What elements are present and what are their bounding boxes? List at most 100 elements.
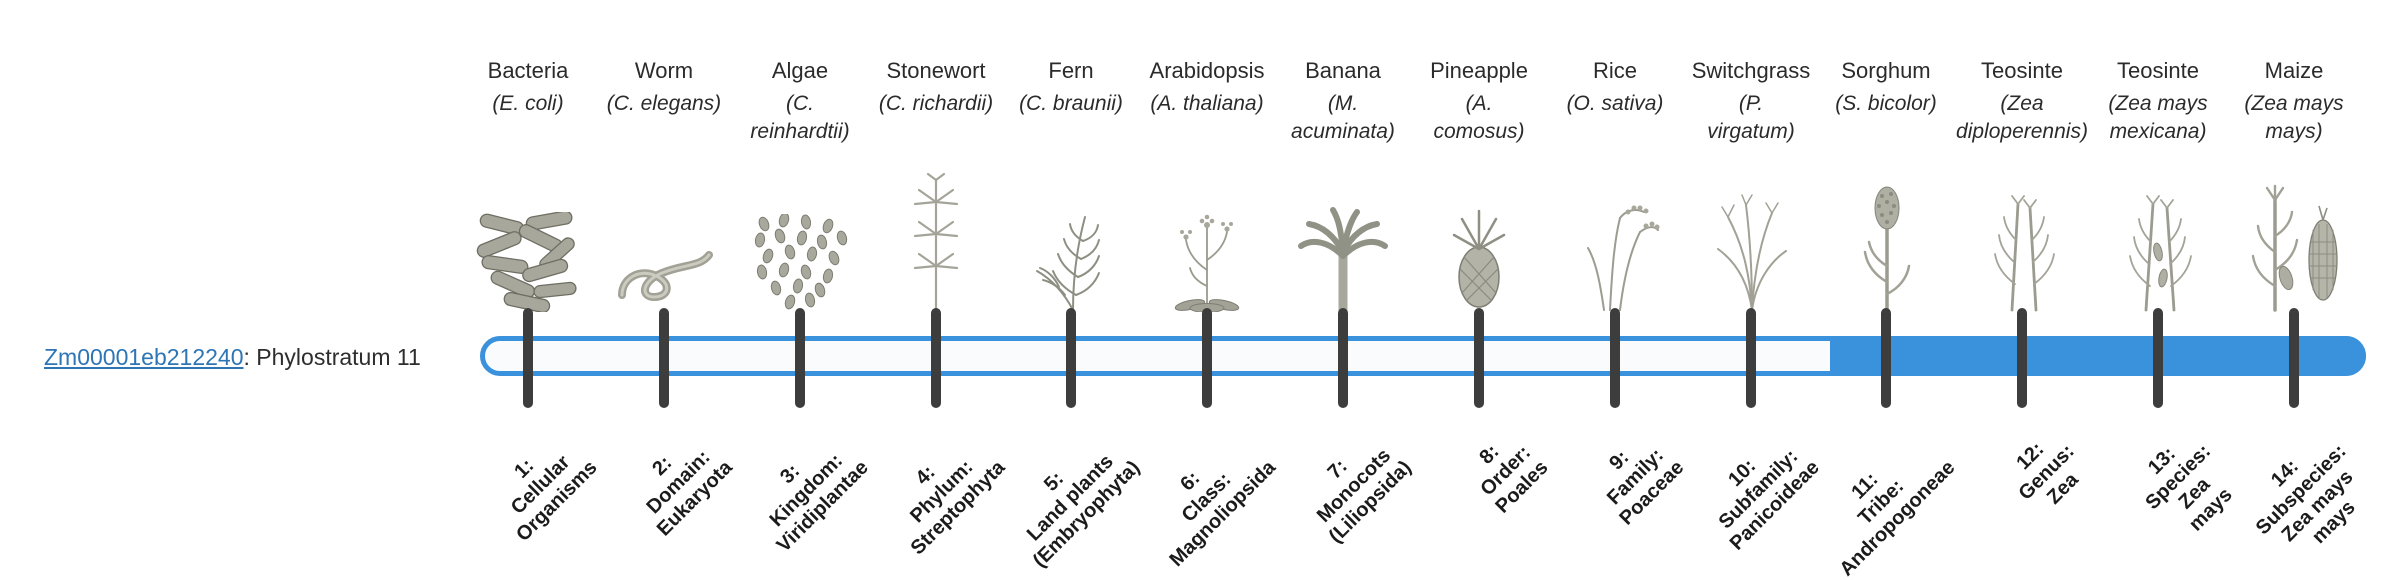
stratum-column-4: Stonewort (C. richardii) xyxy=(846,58,1026,312)
organism-common-name: Banana xyxy=(1305,58,1381,83)
taxon-label-12: 12: Genus: Zea xyxy=(2012,438,2083,509)
organism-scientific-name: (S. bicolor) xyxy=(1835,92,1937,115)
phylostratum-bar-fill xyxy=(1830,336,2366,376)
organism-scientific-name: (C. braunii) xyxy=(1019,92,1123,115)
taxon-label-2: 2: Domain: Eukaryota xyxy=(642,446,738,541)
banana-illustration xyxy=(1297,207,1388,312)
stratum-column-11: Sorghum (S. bicolor) xyxy=(1796,58,1976,312)
teosinte-mexicana-illustration xyxy=(2128,195,2192,312)
taxon-label-13: 13: Species: Zea mays xyxy=(2141,440,2237,536)
organism-art xyxy=(1117,148,1297,312)
stratum-tick-14 xyxy=(2289,308,2299,408)
stratum-column-10: Switchgrass (P. virgatum) xyxy=(1661,58,1841,312)
stratum-column-13: Teosinte (Zea mays mexicana) xyxy=(2068,58,2248,312)
stratum-column-9: Rice (O. sativa) xyxy=(1525,58,1705,312)
organism-common-name: Fern xyxy=(1048,58,1094,83)
stratum-tick-8 xyxy=(1474,308,1484,408)
organism-art xyxy=(2068,148,2248,312)
organism-common-name: Bacteria xyxy=(487,58,569,83)
organism-art xyxy=(1661,148,1841,312)
organism-common-name: Stonewort xyxy=(886,58,986,83)
stratum-column-3: Algae (C. reinhardtii) xyxy=(710,58,890,312)
organism-common-name: Sorghum xyxy=(1841,58,1931,83)
stonewort-illustration xyxy=(913,172,959,312)
stratum-tick-6 xyxy=(1202,308,1212,408)
taxon-label-5: 5: Land plants (Embryophyta) xyxy=(1022,450,1145,572)
bacteria-illustration xyxy=(476,212,577,312)
stratum-column-2: Worm (C. elegans) xyxy=(574,58,754,312)
organism-scientific-name: (C. elegans) xyxy=(606,92,722,115)
stratum-column-6: Arabidopsis (A. thaliana) xyxy=(1117,58,1297,312)
organism-scientific-name: (Zea mays mexicana) xyxy=(2108,92,2208,143)
switchgrass-illustration xyxy=(1716,194,1787,311)
stratum-tick-1 xyxy=(523,308,533,408)
organism-art xyxy=(438,148,618,312)
organism-scientific-name: (Zea diploperennis) xyxy=(1956,92,2088,143)
worm-illustration xyxy=(617,251,713,302)
organism-common-name: Teosinte xyxy=(1981,58,2063,83)
stratum-tick-5 xyxy=(1066,308,1076,408)
fern-illustration xyxy=(1036,216,1100,311)
taxon-label-7: 7: Monocots (Liliopsida) xyxy=(1313,444,1417,548)
maize-illustration xyxy=(2251,184,2338,312)
stratum-tick-3 xyxy=(795,308,805,408)
taxon-label-10: 10: Subfamily: Panicoideae xyxy=(1714,445,1825,555)
organism-common-name: Rice xyxy=(1592,58,1637,83)
organism-common-name: Switchgrass xyxy=(1691,58,1811,83)
organism-scientific-name: (C. richardii) xyxy=(878,92,994,115)
organism-art xyxy=(1525,148,1705,312)
rice-illustration xyxy=(1587,205,1660,311)
organism-art xyxy=(574,148,754,312)
organism-art xyxy=(2204,148,2384,312)
taxon-label-1: 1: Cellular Organisms xyxy=(506,451,602,546)
taxon-label-6: 6: Class: Magnoliopsida xyxy=(1165,456,1281,572)
taxon-label-9: 9: Family: Poaceae xyxy=(1602,444,1689,530)
stratum-tick-10 xyxy=(1746,308,1756,408)
sorghum-illustration xyxy=(1863,186,1910,312)
organism-scientific-name: (E. coli) xyxy=(492,92,564,115)
stratum-column-14: Maize (Zea mays mays) xyxy=(2204,58,2384,312)
algae-illustration xyxy=(754,214,848,310)
organism-art xyxy=(846,148,1026,312)
organism-common-name: Worm xyxy=(634,58,694,83)
gene-id-link[interactable]: Zm00001eb212240 xyxy=(44,344,244,370)
stratum-column-1: Bacteria (E. coli) xyxy=(438,58,618,312)
pineapple-illustration xyxy=(1452,209,1506,308)
organism-scientific-name: (A. comosus) xyxy=(1433,92,1525,143)
organism-art xyxy=(1389,148,1569,312)
organism-art xyxy=(1253,148,1433,312)
stratum-tick-12 xyxy=(2017,308,2027,408)
stratum-column-12: Teosinte (Zea diploperennis) xyxy=(1932,58,2112,312)
taxon-label-3: 3: Kingdom: Viridiplantae xyxy=(765,449,874,557)
organism-art xyxy=(710,148,890,312)
stratum-column-5: Fern (C. braunii) xyxy=(981,58,1161,312)
organism-art xyxy=(981,148,1161,312)
arabidopsis-illustration xyxy=(1174,214,1240,312)
stratum-column-8: Pineapple (A. comosus) xyxy=(1389,58,1569,312)
organism-scientific-name: (Zea mays mays) xyxy=(2244,92,2344,143)
organism-common-name: Arabidopsis xyxy=(1149,58,1265,83)
organism-common-name: Maize xyxy=(2264,58,2324,83)
stratum-tick-2 xyxy=(659,308,669,408)
taxon-label-14: 14: Subspecies: Zea mays mays xyxy=(2251,440,2360,549)
stratum-tick-4 xyxy=(931,308,941,408)
taxon-label-11: 11: Tribe: Andropogoneae xyxy=(1835,456,1960,580)
teosinte-illustration xyxy=(1993,195,2055,312)
stratum-column-7: Banana (M. acuminata) xyxy=(1253,58,1433,312)
organism-scientific-name: (P. virgatum) xyxy=(1707,92,1795,143)
organism-art xyxy=(1796,148,1976,312)
organism-scientific-name: (A. thaliana) xyxy=(1150,92,1264,115)
stratum-tick-13 xyxy=(2153,308,2163,408)
organism-scientific-name: (O. sativa) xyxy=(1566,92,1664,115)
gene-label: Zm00001eb212240: Phylostratum 11 xyxy=(44,344,421,371)
taxon-label-8: 8: Order: Poales xyxy=(1474,440,1553,518)
gene-phylostratum-text: : Phylostratum 11 xyxy=(243,344,421,370)
organism-scientific-name: (C. reinhardtii) xyxy=(750,92,850,143)
organism-common-name: Teosinte xyxy=(2117,58,2199,83)
stratum-tick-7 xyxy=(1338,308,1348,408)
stratum-tick-11 xyxy=(1881,308,1891,408)
organism-art xyxy=(1932,148,2112,312)
taxon-label-4: 4: Phylum: Streptophyta xyxy=(905,455,1010,560)
organism-common-name: Pineapple xyxy=(1430,58,1528,83)
